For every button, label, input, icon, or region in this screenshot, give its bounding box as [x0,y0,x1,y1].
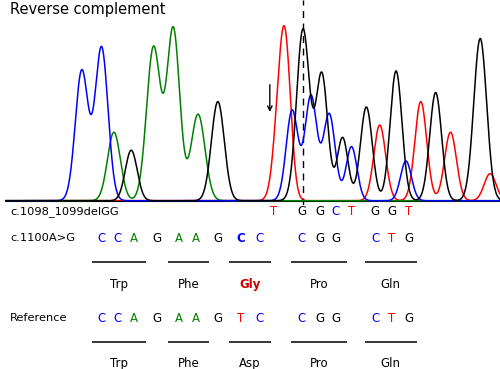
Text: C: C [236,232,245,245]
Text: c.1098_1099delGG: c.1098_1099delGG [10,206,118,217]
Text: Asp: Asp [239,358,261,369]
Text: A: A [130,311,138,325]
Text: T: T [388,311,396,325]
Text: C: C [298,311,306,325]
Text: C: C [256,311,264,325]
Text: A: A [175,232,183,245]
Text: Pro: Pro [310,277,328,291]
Text: C: C [298,232,306,245]
Text: G: G [331,232,340,245]
Text: T: T [388,232,396,245]
Text: C: C [114,232,122,245]
Text: A: A [130,232,138,245]
Text: G: G [316,232,324,245]
Text: Gly: Gly [240,277,260,291]
Text: G: G [404,232,413,245]
Text: T: T [406,205,412,218]
Text: Reverse complement: Reverse complement [10,2,166,17]
Text: G: G [152,232,162,245]
Text: T: T [348,205,355,218]
Text: G: G [298,205,306,218]
Text: Reference: Reference [10,313,68,323]
Text: G: G [370,205,380,218]
Text: Phe: Phe [178,358,200,369]
Text: Pro: Pro [310,358,328,369]
Text: C: C [98,311,106,325]
Text: T: T [237,311,244,325]
Text: Trp: Trp [110,358,128,369]
Text: C: C [98,232,106,245]
Text: G: G [214,232,222,245]
Text: C: C [371,311,380,325]
Text: G: G [152,311,162,325]
Text: C: C [114,311,122,325]
Text: Gln: Gln [380,277,400,291]
Text: Phe: Phe [178,277,200,291]
Text: C: C [256,232,264,245]
Text: G: G [388,205,396,218]
Text: c.1100A>G: c.1100A>G [10,233,75,243]
Text: Trp: Trp [110,277,128,291]
Text: A: A [192,232,200,245]
Text: G: G [404,311,413,325]
Text: T: T [270,205,278,218]
Text: G: G [316,205,324,218]
Text: G: G [316,311,324,325]
Text: C: C [332,205,340,218]
Text: G: G [331,311,340,325]
Text: A: A [192,311,200,325]
Text: G: G [214,311,222,325]
Text: A: A [175,311,183,325]
Text: Gln: Gln [380,358,400,369]
Text: C: C [371,232,380,245]
